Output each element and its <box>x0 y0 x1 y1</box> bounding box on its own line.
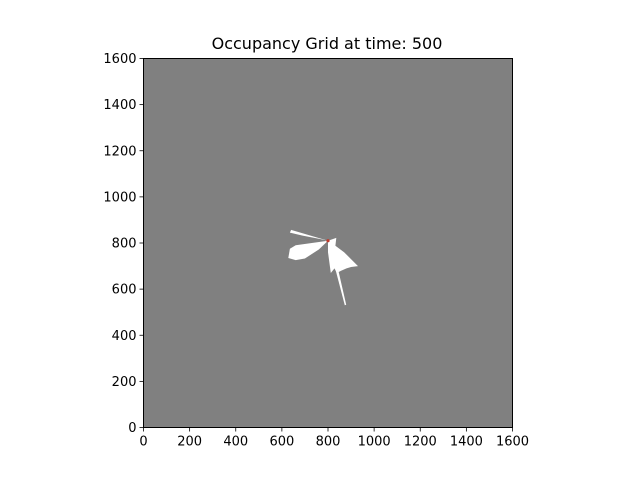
y-axis: 0 200 400 600 800 1000 1200 1400 1600 <box>103 52 144 436</box>
y-tick-label-7: 1400 <box>103 98 136 113</box>
y-tick-label-5: 1000 <box>103 190 136 205</box>
free-region-2 <box>288 240 328 261</box>
free-space-layer <box>288 229 358 306</box>
x-axis: 0 200 400 600 800 1000 1200 1400 1600 <box>139 427 529 450</box>
x-tick-label-5: 1000 <box>358 435 391 450</box>
free-region-4 <box>328 240 347 306</box>
free-region-1 <box>289 229 328 241</box>
x-tick-label-8: 1600 <box>496 435 529 450</box>
x-tick-label-1: 200 <box>177 435 202 450</box>
x-tick-label-6: 1200 <box>404 435 437 450</box>
robot-marker <box>326 239 330 243</box>
x-tick-label-4: 800 <box>316 435 341 450</box>
y-tick-label-6: 1200 <box>103 144 136 159</box>
y-tick-label-1: 200 <box>112 375 137 390</box>
x-tick-label-3: 600 <box>269 435 294 450</box>
y-tick-label-0: 0 <box>128 421 136 436</box>
y-tick-label-3: 600 <box>112 283 137 298</box>
robot-layer <box>326 239 330 243</box>
y-tick-label-2: 400 <box>112 329 137 344</box>
chart-title: Occupancy Grid at time: 500 <box>212 34 443 53</box>
y-tick-label-4: 800 <box>112 237 137 252</box>
y-tick-label-8: 1600 <box>103 52 136 67</box>
x-tick-label-0: 0 <box>139 435 147 450</box>
x-tick-label-7: 1400 <box>450 435 483 450</box>
x-tick-label-2: 400 <box>223 435 248 450</box>
